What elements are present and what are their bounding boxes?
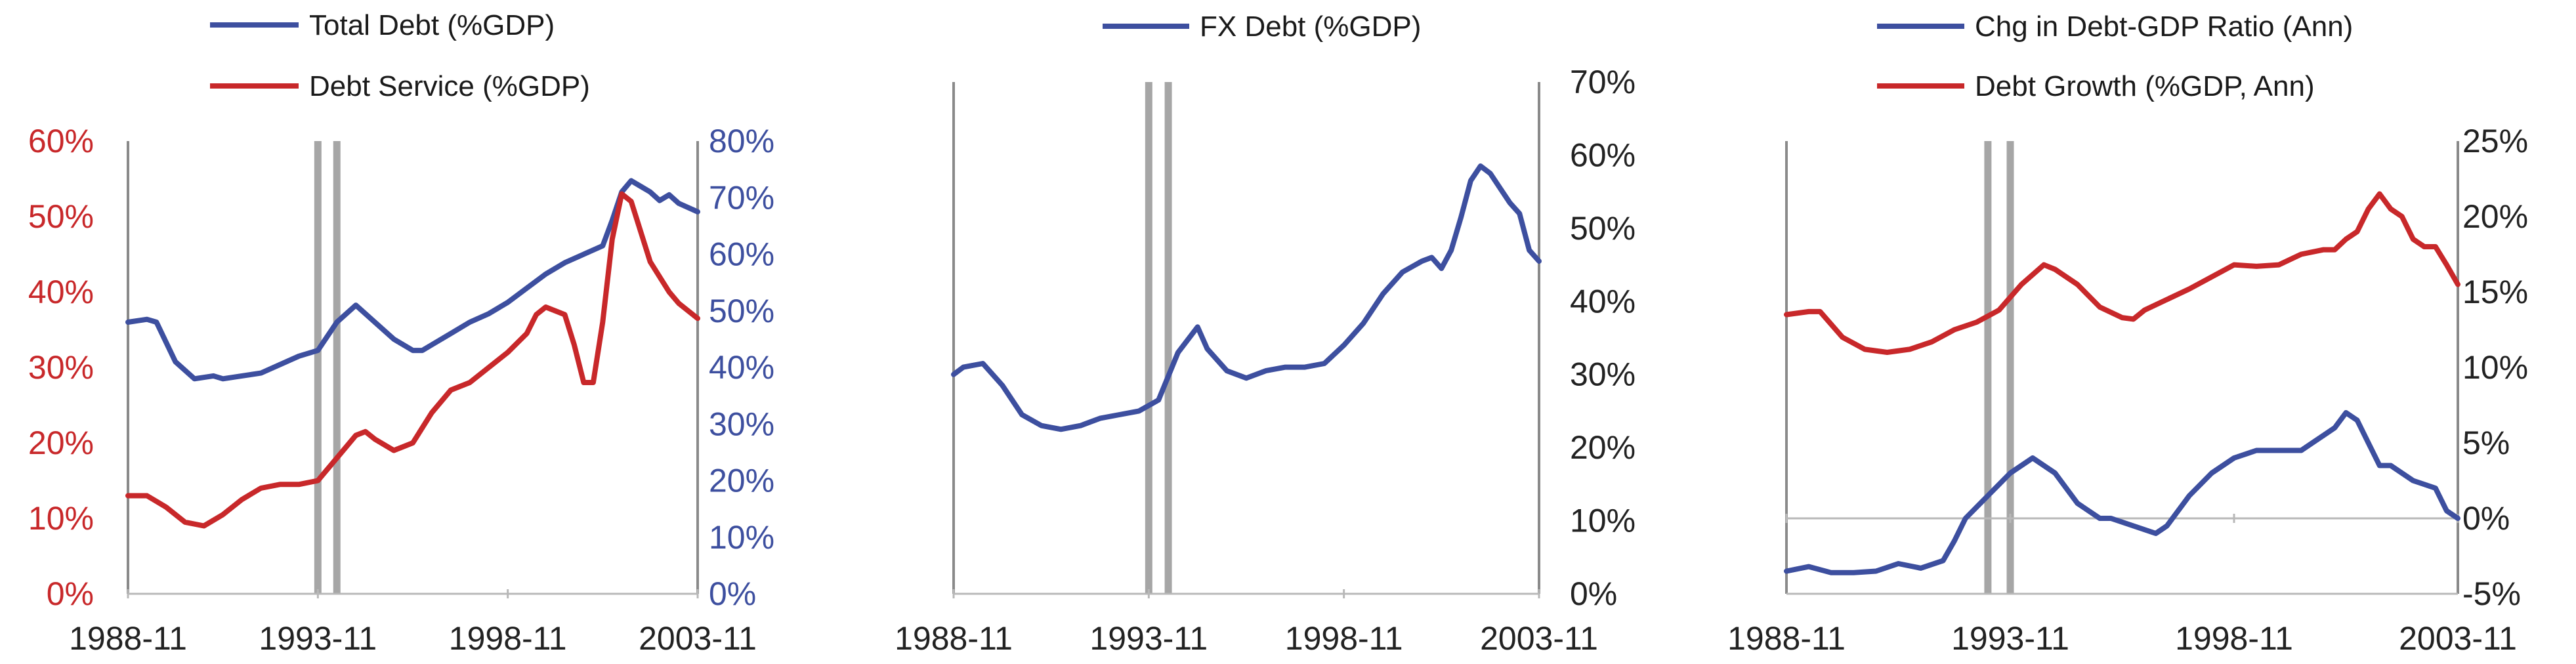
x-tick-label: 1988-11 — [1727, 620, 1846, 657]
left-y-tick-label: 30% — [28, 349, 94, 386]
left-y-tick-label: 60% — [28, 123, 94, 159]
right-y-tick-label: 30% — [709, 405, 774, 442]
right-y-tick-label: 30% — [1570, 356, 1636, 393]
right-y-tick-label: 20% — [1570, 429, 1636, 466]
chart-panel-debt-ratio-change-growth: 1988-11 1993-11 1998-11 2003-11 -5% 0% 5% 10% 15… — [1727, 10, 2528, 657]
right-y-tick-label: 0% — [709, 575, 756, 612]
right-y-tick-label: 20% — [2462, 198, 2528, 235]
x-tick-label: 1988-11 — [69, 620, 187, 657]
right-y-tick-label: 50% — [709, 293, 774, 329]
right-y-tick-label: -5% — [2462, 575, 2521, 612]
legend-label-chg-in-debt-gdp-ratio-ann: Chg in Debt-GDP Ratio (Ann) — [1975, 10, 2353, 43]
legend-label-fx-debt-gdp: FX Debt (%GDP) — [1200, 10, 1421, 43]
right-y-tick-label: 40% — [1570, 283, 1636, 320]
series-line-chg-in-debt-gdp-ratio-ann — [1784, 410, 2460, 575]
left-y-tick-label: 40% — [28, 274, 94, 310]
x-tick-label: 1993-11 — [1951, 620, 2069, 657]
right-y-tick-label: 70% — [1570, 64, 1636, 100]
right-y-tick-label: 40% — [709, 349, 774, 386]
right-y-tick-label: 10% — [1570, 503, 1636, 539]
x-tick-label: 1988-11 — [895, 620, 1013, 657]
series-line-debt-growth-gdp-ann — [1784, 191, 2460, 355]
legend-label-debt-growth-gdp-ann: Debt Growth (%GDP, Ann) — [1975, 70, 2315, 102]
x-tick-label: 2003-11 — [1480, 620, 1598, 657]
chart-panel-total-debt-debt-service: 1988-11 1993-11 1998-11 2003-11 0% 10% 20% 30% 4… — [28, 9, 774, 657]
series-line-fx-debt-gdp — [951, 163, 1542, 432]
right-y-tick-label: 60% — [1570, 136, 1636, 173]
x-tick-label: 2003-11 — [639, 620, 757, 657]
series-line-debt-service-gdp — [125, 191, 700, 529]
right-y-tick-label: 25% — [2462, 123, 2528, 159]
legend-label-total-debt-gdp: Total Debt (%GDP) — [309, 9, 555, 41]
right-y-tick-label: 50% — [1570, 210, 1636, 247]
right-y-tick-label: 10% — [2462, 349, 2528, 386]
x-tick-label: 2003-11 — [2399, 620, 2517, 657]
right-y-tick-label: 0% — [2462, 500, 2510, 537]
left-y-tick-label: 50% — [28, 198, 94, 235]
left-y-tick-label: 20% — [28, 425, 94, 461]
x-tick-label: 1993-11 — [1089, 620, 1208, 657]
x-tick-label: 1998-11 — [1285, 620, 1403, 657]
right-y-tick-label: 70% — [709, 179, 774, 216]
chart-panel-fx-debt: 1988-11 1993-11 1998-11 2003-11 0% 10% 20% 30% 4… — [895, 10, 1636, 657]
right-y-tick-label: 80% — [709, 123, 774, 159]
right-y-tick-label: 15% — [2462, 274, 2528, 310]
right-y-tick-label: 10% — [709, 519, 774, 556]
series-line-total-debt-gdp — [125, 178, 700, 382]
x-tick-label: 1998-11 — [449, 620, 567, 657]
left-y-tick-label: 10% — [28, 500, 94, 537]
left-y-tick-label: 0% — [47, 575, 94, 612]
x-tick-label: 1993-11 — [259, 620, 377, 657]
right-y-tick-label: 60% — [709, 236, 774, 273]
right-y-tick-label: 20% — [709, 463, 774, 499]
legend-label-debt-service-gdp: Debt Service (%GDP) — [309, 70, 590, 102]
right-y-tick-label: 0% — [1570, 575, 1617, 612]
right-y-tick-label: 5% — [2462, 425, 2510, 461]
x-tick-label: 1998-11 — [2175, 620, 2293, 657]
